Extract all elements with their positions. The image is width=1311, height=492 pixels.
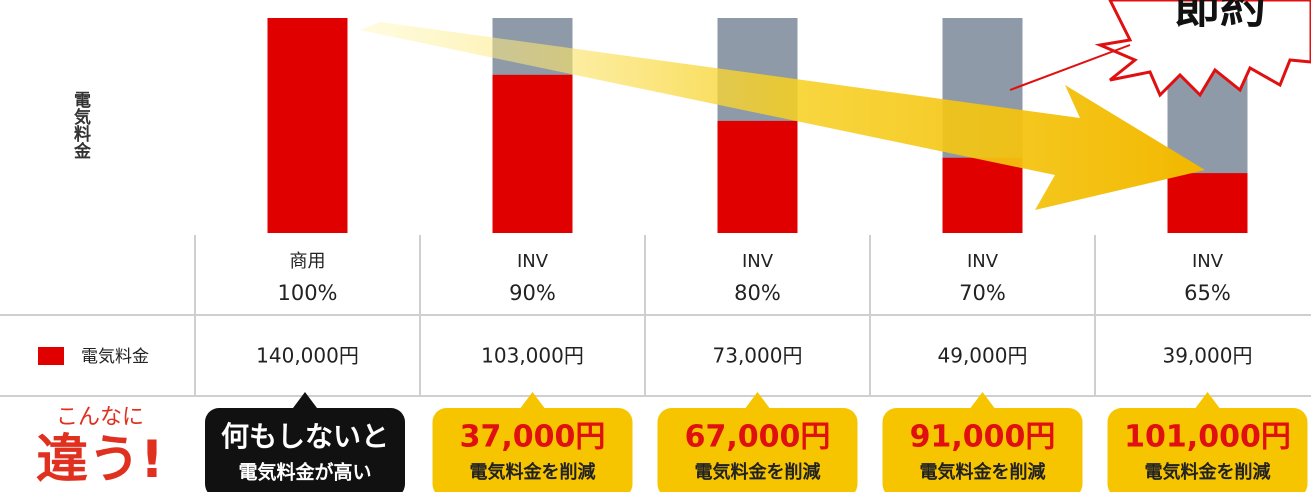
efficiency-label: 65% (1184, 281, 1231, 305)
bar (493, 75, 573, 233)
efficiency-label: 70% (959, 281, 1006, 305)
savings-value: 67,000円 (685, 420, 831, 455)
callout-pointer (1196, 392, 1220, 408)
chart: 電気料金 節約 電気料金 こんなに 違う! 何もしないと 電気料金が高い 商用 1… (0, 0, 1311, 492)
y-axis-label: 電気料金 (70, 91, 92, 159)
bar (943, 158, 1023, 233)
callout-text: 何もしないと (221, 420, 389, 453)
table-lines (0, 235, 1311, 396)
savings-caption: 電気料金を削減 (470, 461, 596, 483)
efficiency-label: 80% (734, 281, 781, 305)
category-label: 商用 (290, 251, 326, 272)
savings-caption: 電気料金を削減 (1145, 461, 1271, 483)
savings-caption: 電気料金を削減 (920, 461, 1046, 483)
value-label: 140,000円 (256, 344, 359, 368)
baseline-callout: 何もしないと 電気料金が高い (205, 392, 405, 492)
callout-pointer (521, 392, 545, 408)
value-label: 49,000円 (938, 344, 1028, 368)
category-label: INV (517, 251, 549, 272)
category-label: INV (742, 251, 774, 272)
savings-caption: 電気料金を削減 (695, 461, 821, 483)
callout-pointer (971, 392, 995, 408)
burst-text: 節約 (1174, 0, 1266, 34)
savings-value: 101,000円 (1124, 420, 1291, 455)
bar (1168, 173, 1248, 233)
callout-text: 電気料金が高い (238, 461, 371, 484)
savings-value: 37,000円 (460, 420, 606, 455)
value-label: 39,000円 (1163, 344, 1253, 368)
efficiency-label: 100% (277, 281, 337, 305)
bar (268, 18, 348, 233)
efficiency-label: 90% (509, 281, 556, 305)
callout-pointer (746, 392, 770, 408)
burst: 節約 (1010, 0, 1311, 95)
savings-value: 91,000円 (910, 420, 1056, 455)
legend-label: 電気料金 (81, 347, 149, 367)
category-label: INV (967, 251, 999, 272)
category-label: INV (1192, 251, 1224, 272)
value-label: 103,000円 (481, 344, 584, 368)
slogan: こんなに (56, 405, 144, 430)
slogan: 違う! (36, 430, 164, 490)
bar (718, 121, 798, 233)
legend-swatch (38, 347, 64, 365)
value-label: 73,000円 (713, 344, 803, 368)
